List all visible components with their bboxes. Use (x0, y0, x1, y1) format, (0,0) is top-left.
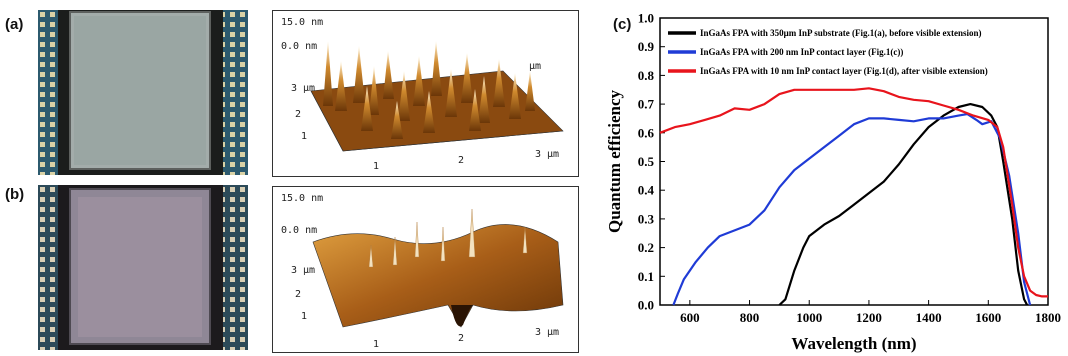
chip-photo-a (38, 10, 248, 175)
y-tick-label: 0.2 (638, 240, 654, 255)
afm-a-axis-unit: μm (529, 61, 541, 72)
afm-b-yunit: 3 μm (291, 265, 315, 276)
series-line-1 (673, 114, 1030, 305)
panel-label-b: (b) (5, 186, 24, 203)
y-axis-title: Quantum efficiency (605, 89, 624, 233)
y-tick-label: 0.0 (638, 298, 654, 313)
x-tick-label: 800 (740, 310, 760, 325)
afm-b-xtick-2: 2 (458, 333, 464, 344)
y-tick-label: 0.4 (638, 183, 655, 198)
x-tick-label: 1800 (1035, 310, 1061, 325)
afm-b-pit (451, 305, 473, 326)
y-tick-label: 0.7 (638, 97, 655, 112)
x-tick-label: 1400 (916, 310, 942, 325)
x-axis-title: Wavelength (nm) (791, 334, 916, 353)
afm-b-zmax: 15.0 nm (281, 193, 323, 204)
x-tick-label: 1200 (856, 310, 882, 325)
panel-label-a: (a) (5, 16, 23, 33)
legend-label-1: InGaAs FPA with 200 nm InP contact layer… (700, 47, 903, 57)
afm-b-xtick-3: 3 μm (535, 327, 559, 338)
legend-label-2: InGaAs FPA with 10 nm InP contact layer … (700, 66, 988, 76)
afm-b-zmin: 0.0 nm (281, 225, 317, 236)
legend-label-0: InGaAs FPA with 350μm InP substrate (Fig… (700, 28, 982, 38)
afm-a-ytick-1: 1 (301, 131, 307, 142)
quantum-efficiency-chart: 0.0 0.1 0.2 0.3 0.4 0.5 0.6 0.7 0.8 0.9 1.0 600 800 1… (600, 0, 1068, 356)
afm-a-ytick-2: 2 (295, 109, 301, 120)
afm-b-ytick-1: 1 (301, 311, 307, 322)
y-tick-label: 0.8 (638, 68, 655, 83)
y-tick-label: 1.0 (638, 11, 654, 26)
y-tick-label: 0.9 (638, 39, 655, 54)
afm-b-xtick-1: 1 (373, 339, 379, 350)
x-tick-label: 1000 (796, 310, 822, 325)
plot-frame (660, 18, 1048, 305)
afm-a-xtick-1: 1 (373, 161, 379, 172)
y-tick-label: 0.5 (638, 154, 655, 169)
y-tick-label: 0.6 (638, 125, 655, 140)
series-line-2 (660, 88, 1048, 296)
series-line-0 (779, 104, 1027, 305)
afm-image-b: 15.0 nm 0.0 nm 3 μm 2 1 1 2 3 μm (272, 186, 579, 353)
afm-a-xtick-2: 2 (458, 155, 464, 166)
afm-a-xtick-3: 3 μm (535, 149, 559, 160)
chip-photo-b (38, 185, 248, 350)
x-tick-label: 1600 (975, 310, 1001, 325)
x-tick-label: 600 (680, 310, 700, 325)
afm-a-zmax: 15.0 nm (281, 17, 323, 28)
y-tick-label: 0.1 (638, 269, 654, 284)
y-tick-label: 0.3 (638, 211, 655, 226)
afm-image-a: 15.0 nm 0.0 nm 3 μm 2 1 μm 1 2 3 μm (272, 10, 579, 177)
afm-a-zmin: 0.0 nm (281, 41, 317, 52)
afm-b-ytick-2: 2 (295, 289, 301, 300)
